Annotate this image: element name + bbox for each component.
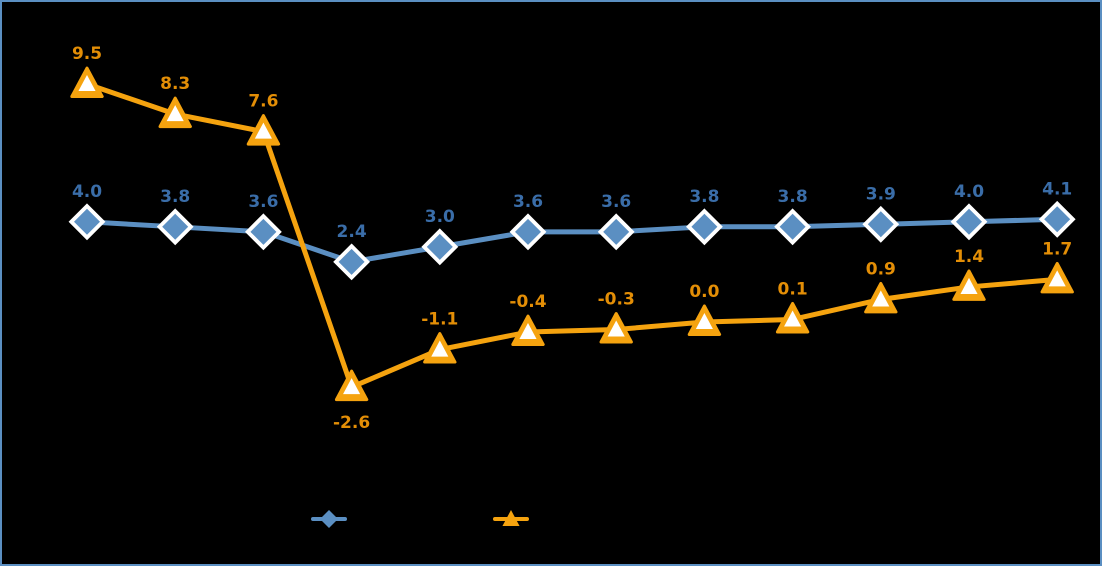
- series-orange-marker[interactable]: [343, 378, 361, 395]
- series-blue-marker[interactable]: [691, 213, 718, 240]
- series-blue-marker[interactable]: [162, 213, 189, 240]
- series-orange-marker[interactable]: [78, 75, 96, 92]
- series-orange-marker[interactable]: [872, 290, 890, 307]
- series-orange-data-label: -0.3: [598, 290, 635, 310]
- series-blue-data-label: 4.0: [72, 182, 102, 202]
- series-orange-group: 9.5 8.3 7.6 -2.6 -1.1 -0.4 -0.3 0.0 0.1 0.9 1.4 1.7: [70, 44, 1074, 433]
- legend-entry-blue[interactable]: [311, 510, 347, 528]
- series-orange-data-label: -2.6: [333, 413, 370, 433]
- series-blue-marker[interactable]: [1044, 206, 1071, 233]
- series-blue-data-label: 4.0: [954, 182, 984, 202]
- series-orange-data-label: 0.1: [778, 279, 808, 299]
- series-blue-marker[interactable]: [956, 208, 982, 235]
- series-blue-data-label: 2.4: [337, 222, 367, 242]
- series-blue-data-label: 3.8: [160, 187, 190, 207]
- series-blue-group: 4.0 3.8 3.6 2.4 3.0 3.6 3.6 3.8 3.8 3.9 4.0 4.1: [68, 179, 1076, 281]
- series-orange-data-label: 1.4: [954, 247, 984, 267]
- legend-entry-orange-marker-swatch: [502, 510, 520, 527]
- series-blue-marker[interactable]: [338, 248, 365, 275]
- series-orange-marker[interactable]: [254, 122, 272, 139]
- series-blue-data-label: 4.1: [1042, 179, 1072, 199]
- series-blue-marker[interactable]: [426, 233, 453, 260]
- series-orange-marker[interactable]: [960, 277, 978, 294]
- series-blue-line: [84, 216, 1060, 265]
- series-blue-data-label: 3.6: [513, 192, 543, 212]
- series-blue-data-label: 3.6: [248, 192, 278, 212]
- series-blue-data-label: 3.9: [866, 184, 896, 204]
- series-blue-marker[interactable]: [250, 218, 277, 245]
- series-blue-marker[interactable]: [515, 218, 541, 245]
- series-orange-data-label: -0.4: [509, 292, 546, 312]
- series-orange-marker[interactable]: [695, 313, 713, 330]
- series-orange-line: [84, 81, 1060, 390]
- series-orange-marker[interactable]: [784, 310, 802, 327]
- series-blue-marker[interactable]: [74, 208, 100, 235]
- series-orange-marker[interactable]: [431, 340, 449, 357]
- series-orange-data-label: 8.3: [160, 74, 190, 94]
- series-orange-data-label: 0.0: [689, 282, 719, 302]
- series-orange-marker[interactable]: [166, 105, 184, 122]
- series-orange-data-label: 9.5: [72, 44, 102, 64]
- series-orange-marker[interactable]: [607, 320, 625, 337]
- series-blue-marker[interactable]: [779, 213, 806, 240]
- series-orange-marker[interactable]: [519, 323, 537, 340]
- series-blue-marker[interactable]: [867, 211, 894, 238]
- series-blue-data-label: 3.8: [689, 187, 719, 207]
- chart-legend: [311, 510, 529, 528]
- series-orange-data-label: 1.7: [1042, 239, 1072, 259]
- series-blue-marker[interactable]: [603, 218, 630, 245]
- series-orange-marker[interactable]: [1048, 270, 1066, 287]
- series-blue-data-label: 3.8: [778, 187, 808, 207]
- series-blue-data-label: 3.0: [425, 207, 455, 227]
- series-orange-data-label: 0.9: [866, 259, 896, 279]
- series-orange-data-label: 7.6: [248, 92, 278, 112]
- legend-entry-orange[interactable]: [493, 510, 529, 527]
- series-blue-data-label: 3.6: [601, 192, 631, 212]
- legend-entry-blue-marker-swatch: [320, 510, 338, 528]
- series-orange-data-label: -1.1: [421, 310, 458, 330]
